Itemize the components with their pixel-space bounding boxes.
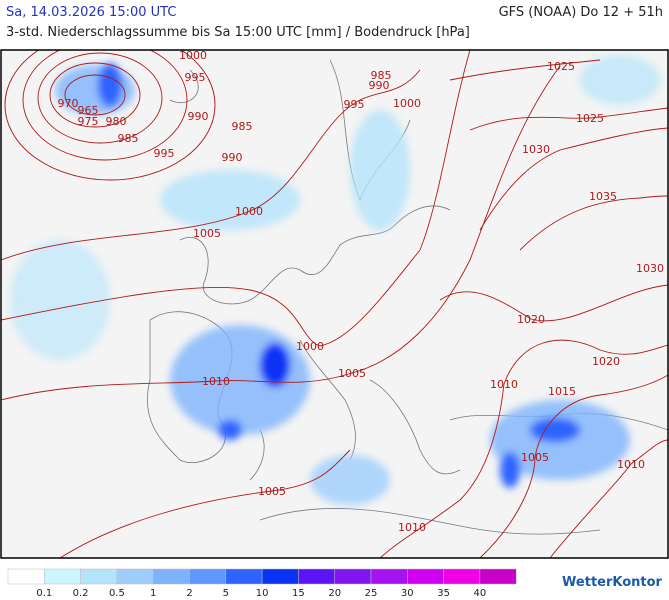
isobar-label: 1005 xyxy=(521,451,549,464)
legend-swatch xyxy=(152,568,190,585)
precip-area xyxy=(310,455,390,505)
precip-area xyxy=(530,418,580,442)
legend-label: 20 xyxy=(328,588,341,599)
isobar-label: 1020 xyxy=(517,313,545,326)
isobar-label: 1005 xyxy=(258,485,286,498)
isobar-label: 980 xyxy=(106,115,127,128)
legend-label: 40 xyxy=(474,588,487,599)
legend-swatch xyxy=(225,568,263,585)
legend-label: 25 xyxy=(365,588,378,599)
legend-label: 0.1 xyxy=(36,588,52,599)
legend-swatch xyxy=(189,568,227,585)
legend-swatch xyxy=(443,568,481,585)
precip-area xyxy=(10,240,110,360)
isobar-label: 990 xyxy=(188,110,209,123)
isobar-label: 965 xyxy=(78,104,99,117)
isobar-label: 1035 xyxy=(589,190,617,203)
isobar-label: 990 xyxy=(369,79,390,92)
legend-swatch xyxy=(407,568,444,585)
isobar-label: 1010 xyxy=(490,378,518,391)
isobar-label: 1030 xyxy=(636,262,664,275)
isobar-label: 975 xyxy=(78,115,99,128)
legend-swatch xyxy=(7,568,45,585)
precip-area xyxy=(160,170,300,230)
legend-label: 0.5 xyxy=(109,588,125,599)
precip-area xyxy=(170,325,310,435)
legend-label: 5 xyxy=(223,588,229,599)
map-frame xyxy=(0,49,669,559)
legend: 0.1 0.2 0.5 1 2 5 10 15 20 25 30 35 40 xyxy=(7,568,517,599)
legend-swatch xyxy=(44,568,81,585)
isobar-label: 1000 xyxy=(393,97,421,110)
isobar-label: 995 xyxy=(344,98,365,111)
map-title: Sa, 14.03.2026 15:00 UTC xyxy=(6,5,177,20)
isobar-label: 1020 xyxy=(592,355,620,368)
precipitation xyxy=(10,55,660,505)
logo: WetterKontor xyxy=(562,575,663,590)
isobar-label: 1030 xyxy=(522,143,550,156)
isobar-label: 1010 xyxy=(617,458,645,471)
isobar-label: 1015 xyxy=(548,385,576,398)
legend-label: 1 xyxy=(150,588,156,599)
isobar-label: 1025 xyxy=(547,60,575,73)
legend-swatch xyxy=(370,568,408,585)
map-subtitle: 3-std. Niederschlagssumme bis Sa 15:00 U… xyxy=(6,25,470,40)
isobar-label: 1005 xyxy=(193,227,221,240)
isobar-label: 1025 xyxy=(576,112,604,125)
isobar-label: 995 xyxy=(185,71,206,84)
isobars xyxy=(1,50,668,558)
legend-swatch xyxy=(479,568,517,585)
isobar-label: 1000 xyxy=(296,340,324,353)
isobar-label: 990 xyxy=(222,151,243,164)
legend-label: 30 xyxy=(401,588,414,599)
isobar-label: 985 xyxy=(118,132,139,145)
model-label: GFS (NOAA) Do 12 + 51h xyxy=(498,5,663,20)
isobar-label: 1010 xyxy=(202,375,230,388)
isobar-label: 970 xyxy=(58,97,79,110)
legend-swatch xyxy=(298,568,335,585)
precip-area xyxy=(350,110,410,230)
legend-label: 35 xyxy=(437,588,450,599)
precip-area xyxy=(98,63,122,107)
isobar-label: 995 xyxy=(154,147,175,160)
isobar-label: 1005 xyxy=(338,367,366,380)
isobar-label: 985 xyxy=(232,120,253,133)
isobar-label: 1000 xyxy=(235,205,263,218)
legend-swatch xyxy=(116,568,154,585)
legend-label: 15 xyxy=(292,588,305,599)
isobar-label: 985 xyxy=(371,69,392,82)
legend-swatch xyxy=(261,568,299,585)
legend-label: 0.2 xyxy=(73,588,89,599)
legend-label: 10 xyxy=(256,588,269,599)
legend-swatch xyxy=(80,568,118,585)
precip-area xyxy=(500,452,520,488)
precip-area xyxy=(260,343,290,387)
isobar-label: 1000 xyxy=(179,49,207,62)
legend-swatch xyxy=(334,568,372,585)
precip-area xyxy=(580,55,660,105)
precip-area xyxy=(218,420,242,440)
isobar-label: 1010 xyxy=(398,521,426,534)
legend-label: 2 xyxy=(186,588,192,599)
